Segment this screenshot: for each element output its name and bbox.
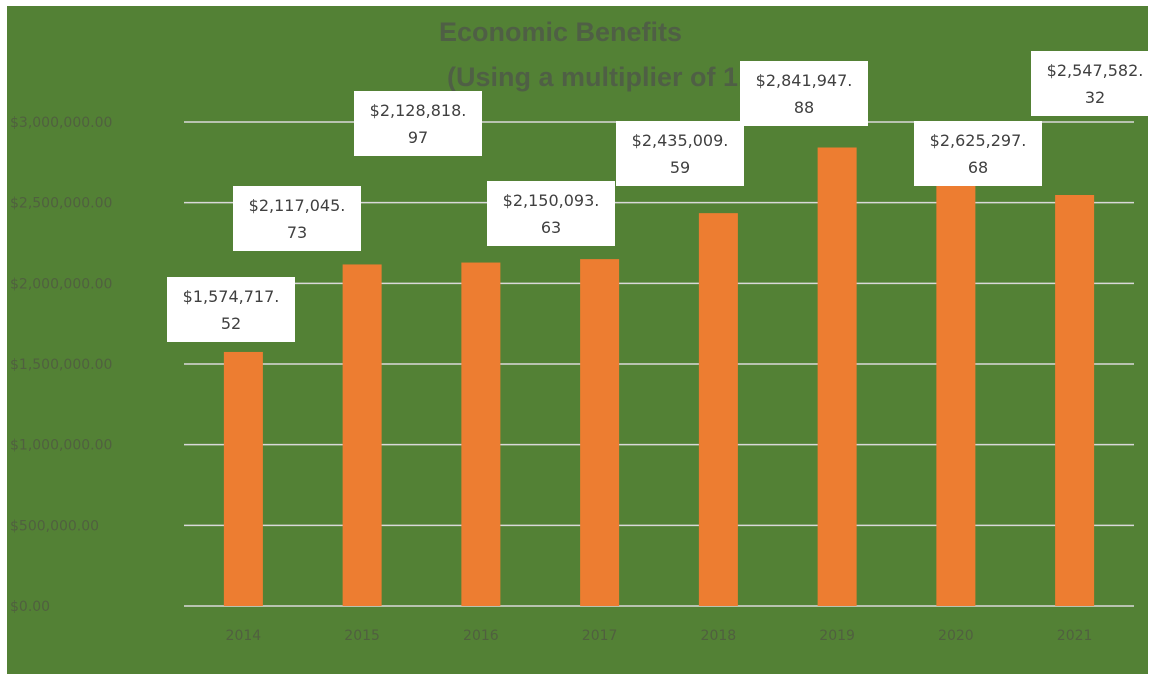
y-tick-label: $2,500,000.00 bbox=[10, 196, 112, 212]
x-tick-label: 2020 bbox=[938, 628, 974, 644]
bar bbox=[936, 182, 976, 607]
bar bbox=[817, 147, 857, 606]
y-tick-label: $1,000,000.00 bbox=[10, 438, 112, 454]
y-tick-label: $2,000,000.00 bbox=[10, 276, 112, 292]
data-label-box bbox=[740, 61, 868, 126]
y-tick-label: $1,500,000.00 bbox=[10, 357, 112, 373]
x-tick-label: 2014 bbox=[226, 628, 262, 644]
x-tick-label: 2018 bbox=[701, 628, 737, 644]
data-label: 59 bbox=[670, 158, 690, 177]
bar bbox=[580, 259, 620, 606]
y-tick-label: $0.00 bbox=[10, 599, 50, 615]
data-label: $2,435,009. bbox=[632, 131, 729, 150]
data-label-box bbox=[616, 121, 744, 186]
data-label: $2,128,818. bbox=[370, 101, 467, 120]
data-label: 97 bbox=[408, 128, 428, 147]
x-tick-label: 2019 bbox=[819, 628, 855, 644]
x-tick-label: 2015 bbox=[344, 628, 380, 644]
bar-chart: $0.00 $500,000.00 $1,000,000.00 $1,500,000.… bbox=[10, 17, 1148, 644]
x-tick-label: 2016 bbox=[463, 628, 499, 644]
y-tick-label: $3,000,000.00 bbox=[10, 115, 112, 131]
data-label: 73 bbox=[287, 223, 307, 242]
data-label-box bbox=[233, 186, 361, 251]
y-axis-tick-labels: $0.00 $500,000.00 $1,000,000.00 $1,500,000.… bbox=[10, 115, 112, 615]
data-label: $2,625,297. bbox=[930, 131, 1027, 150]
bar bbox=[1055, 194, 1095, 606]
data-label: 68 bbox=[968, 158, 988, 177]
bars bbox=[223, 147, 1095, 607]
data-label: $2,841,947. bbox=[756, 71, 853, 90]
data-label-box bbox=[487, 181, 615, 246]
x-tick-label: 2021 bbox=[1057, 628, 1093, 644]
y-tick-label: $500,000.00 bbox=[10, 518, 99, 534]
data-label: 63 bbox=[541, 218, 561, 237]
data-label: $1,574,717. bbox=[183, 287, 280, 306]
bar bbox=[698, 213, 738, 606]
data-labels: $1,574,717. 52 $2,117,045. 73 $2,128,818. 97 $… bbox=[167, 51, 1148, 342]
data-label: $2,117,045. bbox=[249, 196, 346, 215]
chart-area: $0.00 $500,000.00 $1,000,000.00 $1,500,000.… bbox=[7, 6, 1148, 674]
data-label: $2,150,093. bbox=[503, 191, 600, 210]
chart-subtitle: (Using a multiplier of 1.5) bbox=[447, 62, 770, 92]
x-axis-tick-labels: 2014 2015 2016 2017 2018 2019 2020 2021 bbox=[226, 628, 1093, 644]
data-label: $2,547,582. bbox=[1047, 61, 1144, 80]
data-label-box bbox=[1031, 51, 1148, 116]
data-label: 52 bbox=[221, 314, 241, 333]
bar bbox=[223, 351, 263, 606]
data-label: 88 bbox=[794, 98, 814, 117]
bar bbox=[342, 264, 382, 606]
data-label: 32 bbox=[1085, 88, 1105, 107]
chart-title-group: Economic Benefits (Using a multiplier of… bbox=[439, 17, 770, 92]
data-label-box bbox=[354, 91, 482, 156]
data-label-box bbox=[167, 277, 295, 342]
data-label-box bbox=[914, 121, 1042, 186]
chart-title: Economic Benefits bbox=[439, 17, 682, 47]
x-tick-label: 2017 bbox=[582, 628, 618, 644]
bar bbox=[461, 262, 501, 606]
